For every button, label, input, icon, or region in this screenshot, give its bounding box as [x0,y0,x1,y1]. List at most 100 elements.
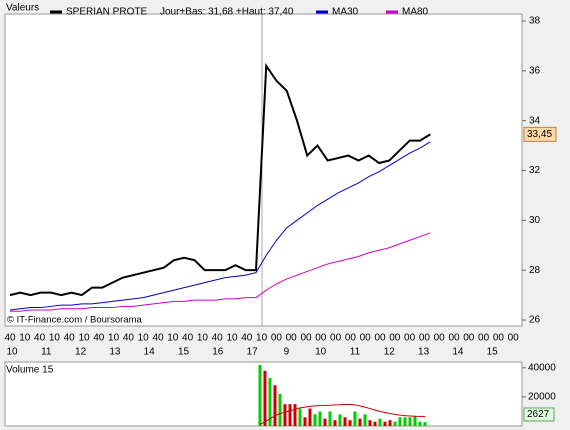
legend-label: MA80 [402,7,429,18]
price-panel [4,13,523,327]
x-minute-label: 00 [271,333,283,344]
volume-bar [403,417,407,426]
last-value-label: 33,45 [527,129,552,140]
x-hour-label: 11 [41,347,52,358]
x-minute-label: 40 [212,333,224,344]
volume-bar [358,418,362,426]
panel-title: Valeurs [6,3,39,14]
x-minute-label: 10 [108,333,120,344]
x-minute-label: 40 [152,333,164,344]
x-hour-label: 12 [384,347,396,358]
volume-bar [418,421,422,426]
x-hour-label: 13 [418,347,430,358]
last-volume-label: 2627 [527,409,550,420]
y-tick-label: 26 [529,315,541,326]
price-line [9,62,431,297]
x-minute-label: 10 [167,333,179,344]
x-minute-label: 10 [78,333,90,344]
x-minute-label: 10 [197,333,209,344]
volume-bar [413,415,417,426]
volume-bar [423,422,427,426]
moving-average [10,232,431,312]
volume-bar [333,420,337,426]
x-minute-label: 00 [330,333,342,344]
x-minute-label: 40 [34,333,46,344]
x-hour-label: 9 [284,347,290,358]
x-minute-label: 40 [93,333,105,344]
volume-bar [293,404,297,426]
x-minute-label: 10 [19,333,31,344]
volume-bar [328,411,332,426]
volume-bar [398,417,402,426]
x-minute-label: 00 [493,333,505,344]
x-minute-label: 00 [374,333,386,344]
volume-bar [408,417,412,426]
y-tick-label: 34 [529,115,541,126]
volume-bar [318,411,322,426]
x-minute-label: 00 [448,333,460,344]
x-hour-label: 14 [452,347,464,358]
x-hour-label: 17 [247,347,259,358]
x-hour-label: 15 [178,347,190,358]
volume-bar [258,364,262,426]
volume-bar [348,420,352,426]
y-tick-label: 20000 [528,392,556,403]
x-minute-label: 00 [300,333,312,344]
y-tick-label: 28 [529,265,541,276]
x-minute-label: 00 [508,333,520,344]
volume-bar [353,411,357,426]
y-tick-label: 32 [529,165,541,176]
x-minute-label: 00 [463,333,475,344]
volume-bar [378,418,382,426]
x-minute-label: 00 [389,333,401,344]
legend-label: SPERIAN PROTE [66,7,147,18]
x-minute-label: 40 [182,333,194,344]
last-value-box [523,126,557,142]
volume-bar [313,414,317,426]
x-minute-label: 00 [419,333,431,344]
volume-bar [323,418,327,426]
copyright: © IT-Finance.com / Boursorama [7,315,142,326]
volume-bar [263,370,267,426]
y-tick-label: 40000 [528,362,556,373]
volume-bar [303,417,307,426]
volume-bar [388,420,392,426]
volume-title: Volume 15 [6,365,54,376]
volume-bar [383,421,387,426]
x-minute-label: 40 [64,333,76,344]
volume-bar [308,408,312,426]
x-minute-label: 10 [49,333,61,344]
volume-average [259,403,426,425]
x-minute-label: 00 [315,333,327,344]
volume-bar [278,394,282,426]
x-hour-label: 16 [212,347,224,358]
legend-label: MA30 [332,7,359,18]
volume-bar [363,414,367,426]
x-hour-label: 12 [75,347,87,358]
x-minute-label: 00 [478,333,490,344]
y-tick-label: 38 [529,16,541,27]
x-minute-label: 40 [123,333,135,344]
x-hour-label: 10 [6,347,18,358]
y-tick-label: 30 [529,215,541,226]
volume-bar [298,408,302,426]
x-minute-label: 00 [286,333,298,344]
x-hour-label: 10 [315,347,327,358]
last-volume-box [523,407,555,422]
volume-bar [283,404,287,426]
x-hour-label: 14 [144,347,156,358]
x-minute-label: 10 [256,333,268,344]
x-minute-label: 40 [241,333,253,344]
volume-bar [343,417,347,426]
x-minute-label: 00 [434,333,446,344]
volume-bar [273,385,277,426]
x-minute-label: 00 [345,333,357,344]
x-minute-label: 00 [404,333,416,344]
x-minute-label: 00 [360,333,372,344]
volume-bar [288,404,292,426]
x-minute-label: 10 [226,333,238,344]
moving-average [9,141,431,311]
volume-bar [373,421,377,426]
range-info: Jour+Bas: 31,68 +Haut: 37,40 [160,7,294,18]
volume-bar [268,378,272,426]
